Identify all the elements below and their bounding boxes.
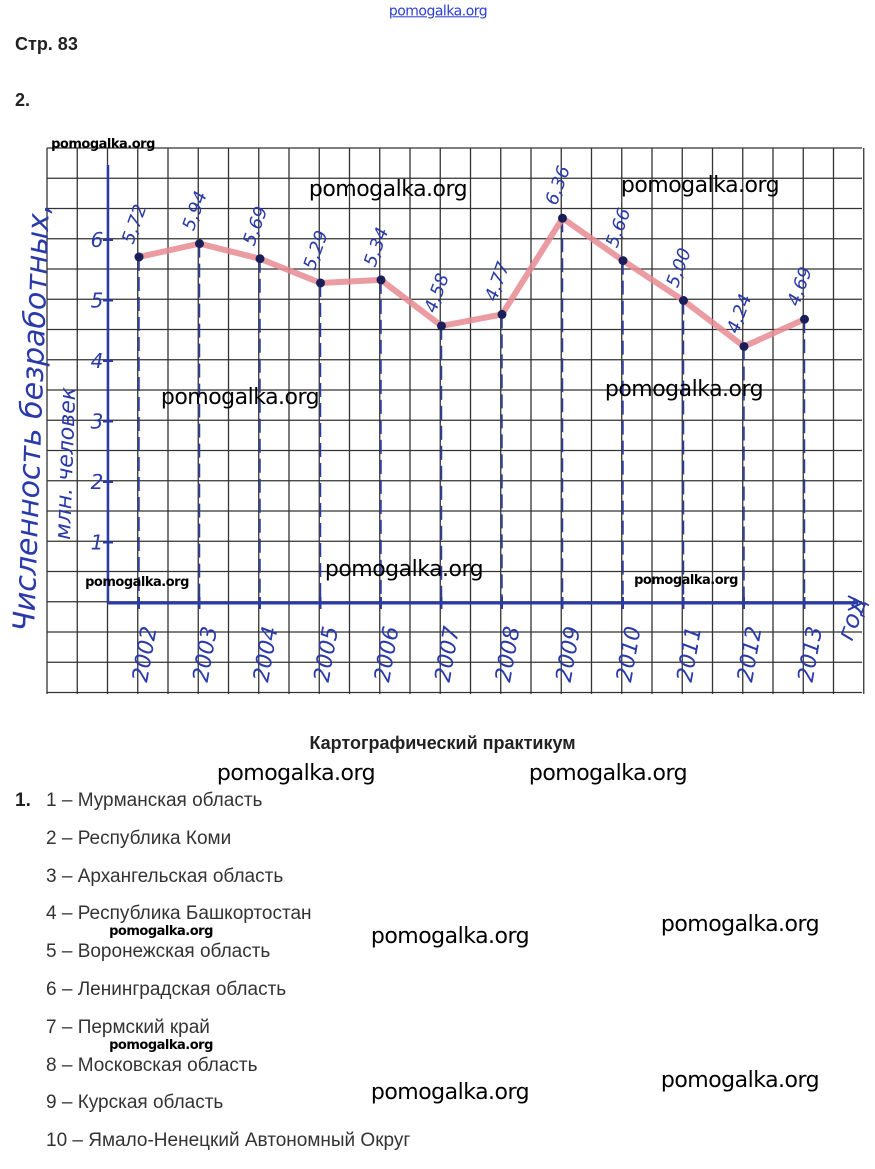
unemployment-chart: 1 2 3 4 5 6 Численность безработных,млн. челов…: [7, 147, 873, 694]
data-label: 5,66: [602, 205, 635, 250]
data-label: 4,58: [420, 271, 453, 316]
data-label: 5,94: [178, 188, 211, 233]
x-tick-label: 2008: [491, 625, 525, 684]
x-axis-arrow: [847, 595, 865, 611]
x-tick-label: 2013: [794, 625, 828, 684]
data-line: [138, 215, 806, 350]
y-tick-label: 4: [91, 349, 104, 373]
data-point: [437, 321, 446, 331]
data-label: 5,00: [662, 245, 695, 290]
data-point: [134, 252, 144, 262]
watermark-top-link[interactable]: pomogalka.org: [388, 3, 488, 20]
y-axis-label-unit: млн. человек: [51, 386, 81, 540]
watermark: pomogalka.org: [370, 923, 530, 949]
list-item: 2 – Республика Коми: [46, 827, 232, 849]
list-item: 7 – Пермский край: [46, 1016, 210, 1038]
watermark: pomogalka.org: [604, 376, 764, 402]
list-item: 1 – Мурманская область: [46, 790, 263, 811]
watermark: pomogalka.org: [620, 172, 780, 198]
x-tick-label: 2011: [673, 625, 707, 684]
task-number: 2.: [15, 90, 31, 110]
watermark: pomogalka.org: [109, 1037, 213, 1053]
x-tick-label: 2002: [128, 625, 162, 684]
data-label: 4,69: [783, 264, 816, 309]
watermark: pomogalka.org: [660, 911, 820, 937]
watermark: pomogalka.org: [324, 556, 484, 582]
data-point: [255, 254, 265, 264]
x-tick-label: 2006: [370, 625, 404, 684]
watermark: pomogalka.org: [634, 572, 738, 588]
y-tick-label: 2: [91, 470, 104, 494]
data-point: [195, 239, 204, 249]
data-point: [800, 314, 809, 324]
data-point: [376, 275, 386, 285]
watermark: pomogalka.org: [216, 760, 376, 786]
watermark: pomogalka.org: [160, 384, 320, 410]
section-title: Картографический практикум: [309, 733, 576, 753]
y-tick-label: 3: [91, 410, 104, 434]
list-item: 9 – Курская область: [46, 1092, 224, 1114]
x-axis-label: год: [831, 593, 872, 644]
list-item: 3 – Архангельская область: [46, 865, 284, 887]
data-point: [316, 278, 325, 288]
x-tick-label: 2007: [431, 625, 465, 684]
watermark: pomogalka.org: [528, 760, 688, 786]
watermark: pomogalka.org: [370, 1079, 530, 1105]
watermark: pomogalka.org: [85, 574, 189, 590]
x-tick-label: 2004: [249, 625, 283, 684]
section-number: 1.: [15, 790, 31, 811]
page-label: Стр. 83: [15, 34, 78, 54]
watermark: pomogalka.org: [51, 136, 155, 152]
y-tick-label: 6: [91, 228, 104, 252]
list-item: 5 – Воронежская область: [46, 941, 271, 963]
watermark: pomogalka.org: [308, 176, 468, 202]
x-tick-label: 2009: [552, 625, 586, 684]
data-label: 5,69: [239, 204, 272, 249]
x-tick-label: 2003: [189, 625, 223, 684]
data-point: [497, 309, 507, 319]
x-tick-label: 2005: [310, 625, 344, 684]
list-item: 4 – Республика Башкортостан: [46, 903, 312, 925]
y-axis-label: Численность безработных,: [7, 203, 57, 632]
x-tick-label: 2010: [612, 625, 646, 684]
data-label: 6,36: [541, 163, 574, 208]
list-item: 8 – Московская область: [46, 1054, 258, 1076]
data-point: [679, 296, 688, 305]
data-label: 5,34: [360, 225, 393, 270]
watermark: pomogalka.org: [109, 923, 213, 939]
data-point: [618, 256, 628, 266]
data-point: [558, 213, 567, 223]
y-tick-label: 5: [91, 289, 104, 313]
y-tick-label: 1: [91, 531, 104, 555]
watermark: pomogalka.org: [660, 1067, 820, 1093]
data-point: [739, 341, 749, 351]
list-item: 10 – Ямало-Ненецкий Автономный Округ: [46, 1130, 411, 1152]
data-label: 5,29: [299, 228, 332, 273]
x-tick-label: 2012: [733, 625, 767, 684]
list-item: 6 – Ленинградская область: [46, 979, 287, 1000]
